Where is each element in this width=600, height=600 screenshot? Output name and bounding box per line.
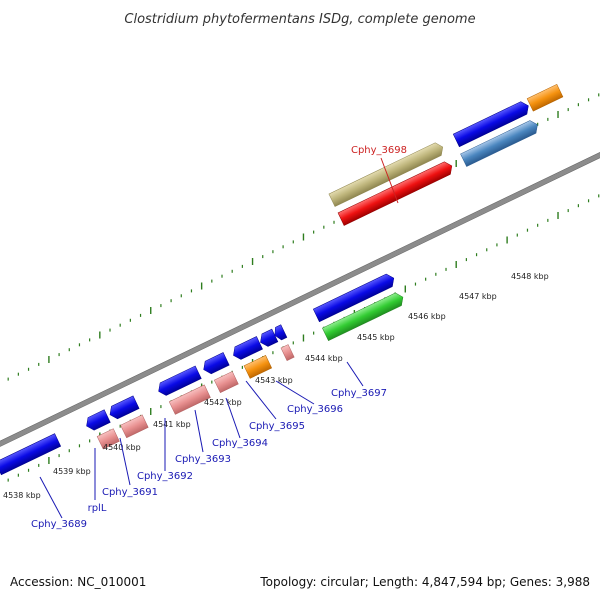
feature-cphy-3691-rna[interactable] <box>120 414 149 439</box>
inner-tick-row <box>7 194 600 482</box>
feature-cphy-3696-cds[interactable] <box>272 324 288 342</box>
feature-cphy-3691-cds[interactable] <box>107 395 140 421</box>
feature-cphy-3698-gene[interactable] <box>328 141 446 207</box>
feature-right-steel[interactable] <box>460 118 541 167</box>
scale-label: 4546 kbp <box>408 312 446 321</box>
gene-label-cphy-3697[interactable]: Cphy_3697 <box>331 388 387 399</box>
scale-label: 4538 kbp <box>3 491 41 500</box>
feature-cphy-3693-rna[interactable] <box>213 371 239 394</box>
accession-text: Accession: NC_010001 <box>10 575 147 589</box>
feature-cphy-3693-cds[interactable] <box>201 352 230 376</box>
gene-label-cphy-3698[interactable]: Cphy_3698 <box>351 145 407 156</box>
scale-label: 4539 kbp <box>53 467 91 476</box>
genome-summary-text: Topology: circular; Length: 4,847,594 bp… <box>260 575 590 589</box>
scale-label: 4545 kbp <box>357 333 395 342</box>
feature-cphy-3697-cds[interactable] <box>312 272 397 323</box>
scale-label: 4547 kbp <box>459 292 497 301</box>
genome-backbone <box>0 106 600 493</box>
gene-label-cphy-3695[interactable]: Cphy_3695 <box>249 421 305 432</box>
scale-label: 4544 kbp <box>305 354 343 363</box>
feature-cphy-3695-cds[interactable] <box>257 328 279 349</box>
feature-right-orange[interactable] <box>526 83 564 112</box>
scale-label: 4548 kbp <box>511 272 549 281</box>
feature-cphy-3692-cds[interactable] <box>156 365 202 398</box>
feature-cphy-3697-green[interactable] <box>322 291 406 342</box>
feature-cphy-3695-rna[interactable] <box>280 344 295 361</box>
gene-label-cphy-3692[interactable]: Cphy_3692 <box>137 471 193 482</box>
feature-cphy-3694-cds[interactable] <box>230 336 263 361</box>
scale-label: 4542 kbp <box>204 398 242 407</box>
scale-labels: 4538 kbp 4539 kbp 4540 kbp 4541 kbp 4542… <box>3 272 549 500</box>
feature-rplL-cds[interactable] <box>84 409 111 433</box>
map-title: Clostridium phytofermentans ISDg, comple… <box>124 12 475 27</box>
gene-label-cphy-3694[interactable]: Cphy_3694 <box>212 438 268 449</box>
gene-label-cphy-3689[interactable]: Cphy_3689 <box>31 519 87 530</box>
feature-cphy-3692-rna[interactable] <box>168 384 211 415</box>
scale-label: 4541 kbp <box>153 420 191 429</box>
gene-labels: Cphy_3689 rplL Cphy_3691 Cphy_3692 Cphy_… <box>31 145 407 530</box>
gene-label-cphy-3691[interactable]: Cphy_3691 <box>102 487 158 498</box>
scale-label: 4543 kbp <box>255 376 293 385</box>
feature-right-cds-outer[interactable] <box>452 99 531 148</box>
gene-label-cphy-3696[interactable]: Cphy_3696 <box>287 404 343 415</box>
feature-rplL-rna[interactable] <box>96 428 120 450</box>
feature-cphy-3689-cds[interactable] <box>0 433 62 476</box>
feature-cphy-3694-orange[interactable] <box>243 355 273 379</box>
gene-label-cphy-3693[interactable]: Cphy_3693 <box>175 454 231 465</box>
label-leader-lines <box>39 157 399 519</box>
gene-label-rplL[interactable]: rplL <box>88 503 107 514</box>
